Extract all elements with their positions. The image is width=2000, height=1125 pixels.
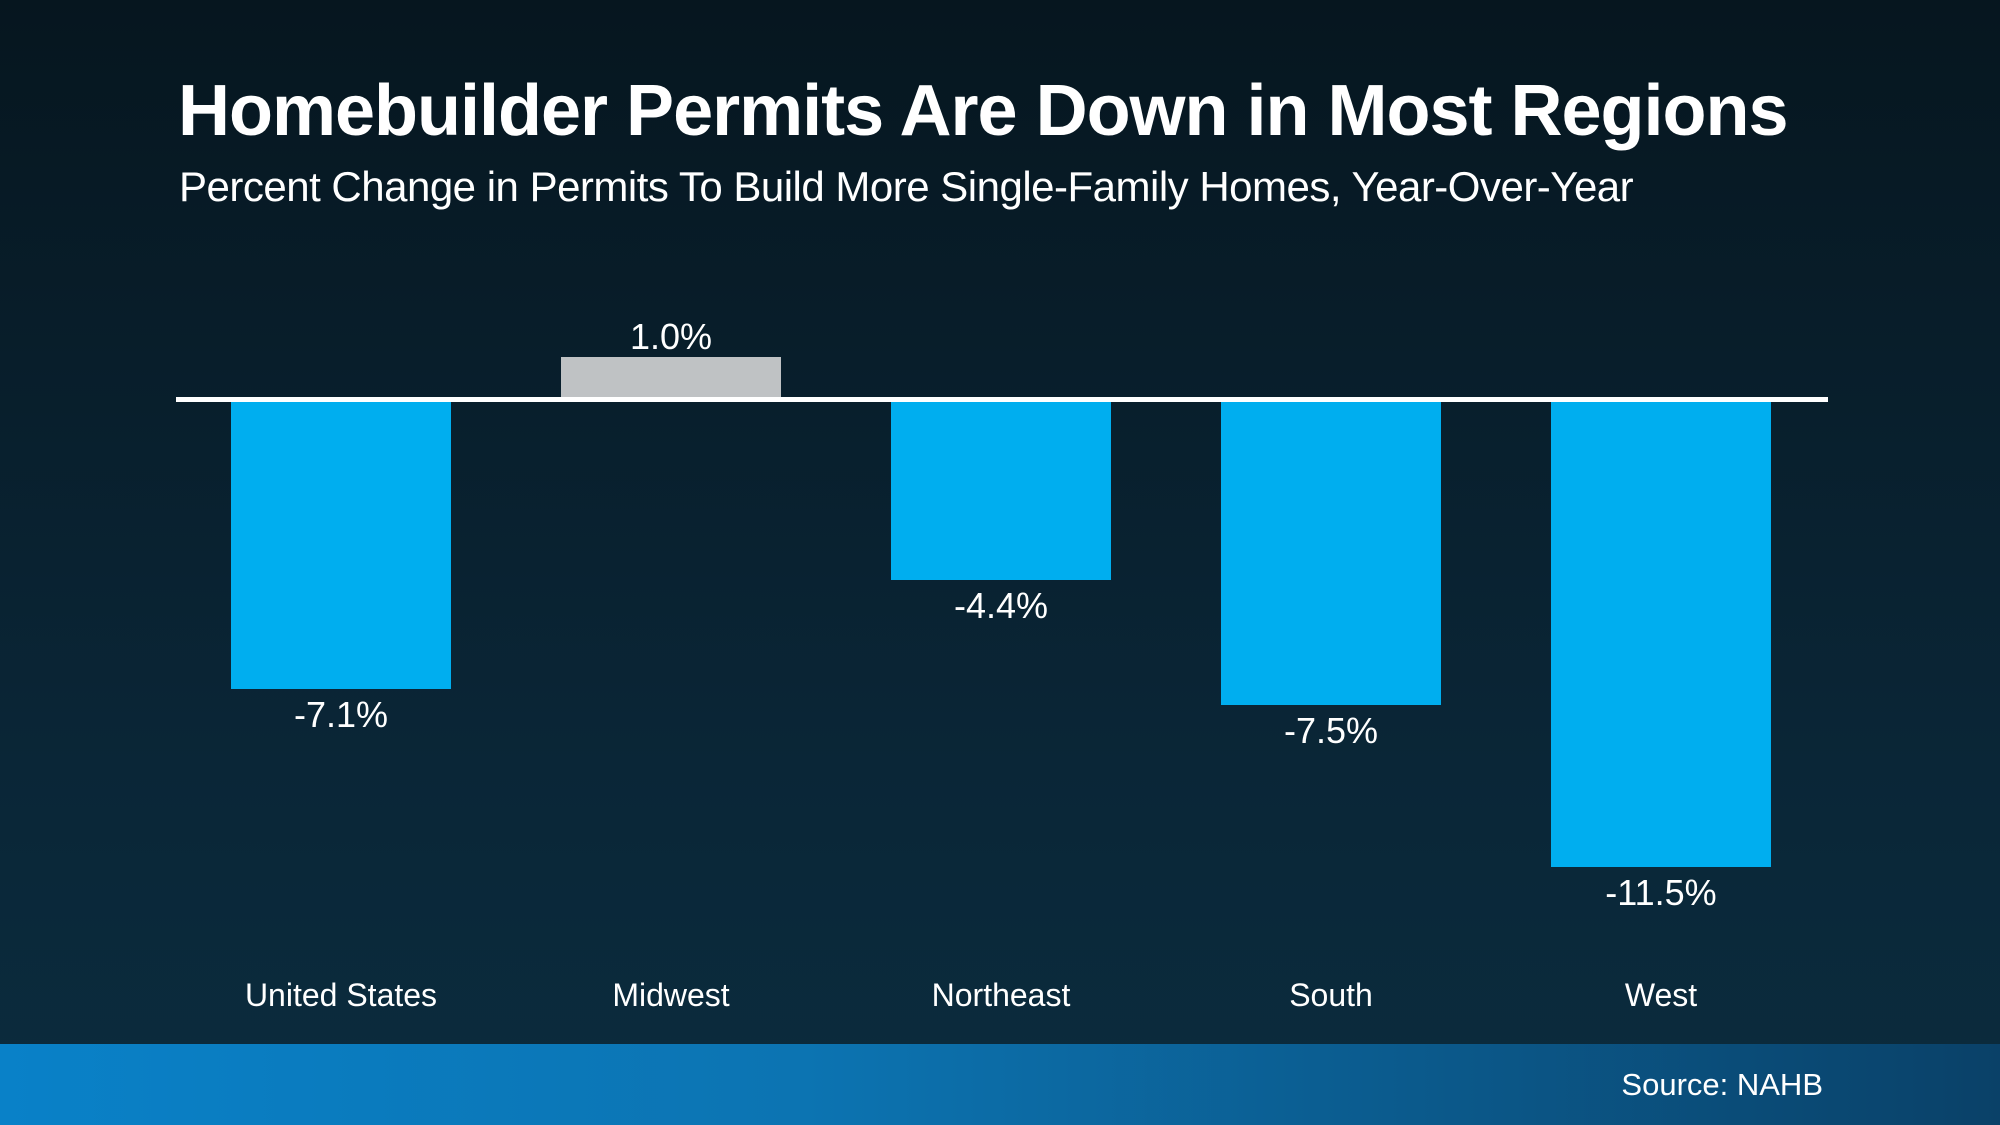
bar-value-label: -7.5% (1283, 710, 1379, 751)
category-label: United States (244, 977, 438, 1013)
bar-northeast (891, 402, 1111, 580)
chart-title: Homebuilder Permits Are Down in Most Reg… (178, 71, 1789, 151)
bar-south (1221, 402, 1441, 705)
bar-value-label: 1.0% (629, 316, 713, 357)
bar-value-label: -11.5% (1605, 872, 1717, 913)
category-label: South (1289, 977, 1373, 1013)
zero-axis-line (176, 397, 1828, 402)
bar-value-label: -4.4% (953, 585, 1049, 626)
bar-value-label: -7.1% (293, 694, 389, 735)
source-label: Source: NAHB (1621, 1067, 1823, 1102)
bar-west (1551, 402, 1771, 867)
category-label: West (1624, 977, 1698, 1013)
footer-bar: Source: NAHB (0, 1044, 2000, 1125)
category-label: Midwest (612, 977, 730, 1013)
chart-subtitle: Percent Change in Permits To Build More … (179, 163, 1634, 210)
category-label: Northeast (931, 977, 1071, 1013)
bar-united-states (231, 402, 451, 689)
bar-midwest (561, 357, 781, 397)
